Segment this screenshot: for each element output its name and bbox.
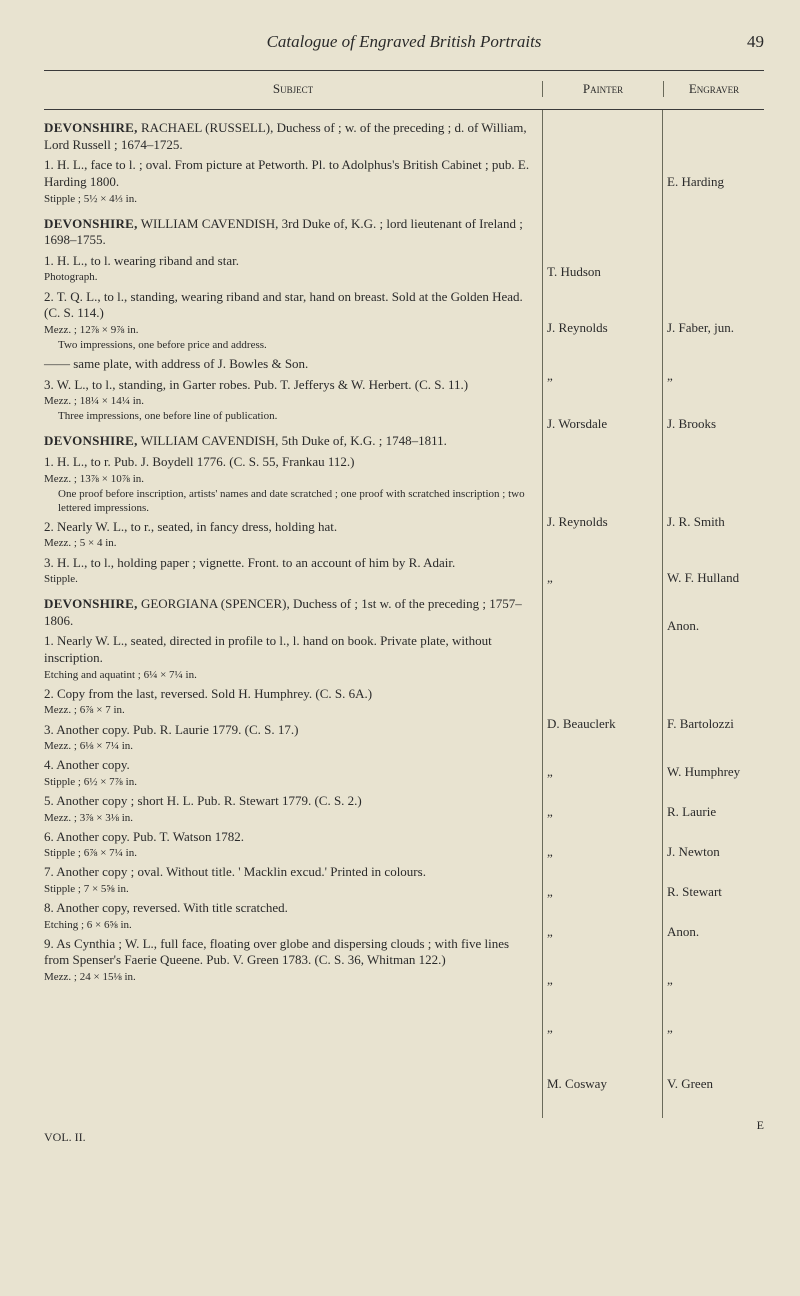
technique-line: Etching and aquatint ; 6¼ × 7¼ in. (44, 668, 534, 682)
engraver-cell: V. Green (667, 1050, 764, 1118)
painter-cell: M. Cosway (547, 1050, 658, 1118)
catalogue-item: 2. Nearly W. L., to r., seated, in fancy… (44, 519, 534, 536)
entry-heading: DEVONSHIRE, RACHAEL (RUSSELL), Duchess o… (44, 120, 534, 153)
entry-heading: DEVONSHIRE, WILLIAM CAVENDISH, 5th Duke … (44, 433, 534, 450)
painter-cell: „ (547, 794, 658, 830)
body-columns: DEVONSHIRE, RACHAEL (RUSSELL), Duchess o… (44, 110, 764, 1118)
engraver-cell: W. F. Hulland (667, 560, 764, 596)
painter-column: T. Hudson J. Reynolds „ J. Worsdale J. Reyno… (542, 110, 662, 1118)
technique-line: Stipple ; 6½ × 7⅞ in. (44, 775, 534, 789)
catalogue-item: 1. Nearly W. L., seated, directed in pro… (44, 633, 534, 666)
page: Catalogue of Engraved British Portraits … (0, 0, 800, 1296)
technique-line: Mezz. ; 6⅞ × 7 in. (44, 703, 534, 717)
technique-line: Mezz. ; 18¼ × 14¼ in. (44, 394, 534, 408)
engraver-cell: J. Faber, jun. (667, 294, 764, 362)
footer-spacer (542, 1130, 662, 1145)
painter-cell: T. Hudson (547, 254, 658, 290)
painter-cell: „ (547, 834, 658, 870)
note-line: Three impressions, one before line of pu… (58, 409, 534, 423)
technique-line: Stipple ; 5½ × 4⅓ in. (44, 192, 534, 206)
painter-cell: J. Reynolds (547, 488, 658, 556)
painter-cell: „ (547, 874, 658, 910)
engraver-cell: J. Brooks (667, 390, 764, 458)
catalogue-item: 1. H. L., face to l. ; oval. From pictur… (44, 157, 534, 190)
technique-line: Mezz. ; 6⅛ × 7¼ in. (44, 739, 534, 753)
engraver-cell (667, 254, 764, 290)
painter-cell: „ (547, 754, 658, 790)
column-headers: Subject Painter Engraver (44, 71, 764, 103)
catalogue-item: 1. H. L., to l. wearing riband and star. (44, 253, 534, 270)
catalogue-item: 7. Another copy ; oval. Without title. '… (44, 864, 534, 881)
engraver-cell: Anon. (667, 914, 764, 950)
engraver-column: E. Harding J. Faber, jun. „ J. Brooks J. R. … (662, 110, 764, 1118)
catalogue-item: 8. Another copy, reversed. With title sc… (44, 900, 534, 917)
catalogue-item: 3. Another copy. Pub. R. Laurie 1779. (C… (44, 722, 534, 739)
technique-line: Mezz. ; 12⅞ × 9⅞ in. (44, 323, 534, 337)
technique-line: Mezz. ; 3⅞ × 3⅛ in. (44, 811, 534, 825)
catalogue-item: —— same plate, with address of J. Bowles… (44, 356, 534, 373)
painter-cell (547, 156, 658, 208)
footer-sig: E (662, 1118, 764, 1145)
engraver-cell: W. Humphrey (667, 754, 764, 790)
catalogue-item: 6. Another copy. Pub. T. Watson 1782. (44, 829, 534, 846)
footer-vol: VOL. II. (44, 1130, 542, 1145)
painter-cell: „ (547, 954, 658, 1006)
engraver-cell: „ (667, 366, 764, 386)
catalogue-item: 3. H. L., to l., holding paper ; vignett… (44, 555, 534, 572)
catalogue-item: 5. Another copy ; short H. L. Pub. R. St… (44, 793, 534, 810)
technique-line: Mezz. ; 13⅞ × 10⅞ in. (44, 472, 534, 486)
note-line: One proof before inscription, artists' n… (58, 487, 534, 515)
technique-line: Etching ; 6 × 6⅝ in. (44, 918, 534, 932)
running-head: Catalogue of Engraved British Portraits (44, 32, 764, 52)
technique-line: Mezz. ; 5 × 4 in. (44, 536, 534, 550)
painter-cell: „ (547, 366, 658, 386)
engraver-cell: „ (667, 1010, 764, 1046)
technique-line: Stipple ; 7 × 5⅝ in. (44, 882, 534, 896)
header-row: Catalogue of Engraved British Portraits … (44, 32, 764, 52)
painter-cell: „ (547, 914, 658, 950)
technique-line: Stipple ; 6⅞ × 7¼ in. (44, 846, 534, 860)
entry-heading: DEVONSHIRE, WILLIAM CAVENDISH, 3rd Duke … (44, 216, 534, 249)
catalogue-item: 1. H. L., to r. Pub. J. Boydell 1776. (C… (44, 454, 534, 471)
catalogue-item: 9. As Cynthia ; W. L., full face, floati… (44, 936, 534, 969)
painter-cell: J. Worsdale (547, 390, 658, 458)
engraver-cell: J. Newton (667, 834, 764, 870)
footer-row: VOL. II. E (44, 1118, 764, 1145)
painter-cell (547, 600, 658, 652)
technique-line: Stipple. (44, 572, 534, 586)
engraver-cell: R. Laurie (667, 794, 764, 830)
catalogue-item: 2. T. Q. L., to l., standing, wearing ri… (44, 289, 534, 322)
painter-cell: „ (547, 1010, 658, 1046)
technique-line: Photograph. (44, 270, 534, 284)
entry-heading: DEVONSHIRE, GEORGIANA (SPENCER), Duchess… (44, 596, 534, 629)
subject-column: DEVONSHIRE, RACHAEL (RUSSELL), Duchess o… (44, 110, 542, 1118)
engraver-cell: J. R. Smith (667, 488, 764, 556)
engraver-cell: F. Bartolozzi (667, 698, 764, 750)
catalogue-item: 2. Copy from the last, reversed. Sold H.… (44, 686, 534, 703)
page-number: 49 (747, 32, 764, 52)
painter-cell: J. Reynolds (547, 294, 658, 362)
technique-line: Mezz. ; 24 × 15⅛ in. (44, 970, 534, 984)
engraver-cell: „ (667, 954, 764, 1006)
painter-cell: D. Beauclerk (547, 698, 658, 750)
painter-cell: „ (547, 560, 658, 596)
catalogue-item: 3. W. L., to l., standing, in Garter rob… (44, 377, 534, 394)
col-subject: Subject (44, 81, 542, 97)
engraver-cell: E. Harding (667, 156, 764, 208)
engraver-cell: Anon. (667, 600, 764, 652)
engraver-cell: R. Stewart (667, 874, 764, 910)
note-line: Two impressions, one before price and ad… (58, 338, 534, 352)
catalogue-item: 4. Another copy. (44, 757, 534, 774)
col-engraver: Engraver (663, 81, 764, 97)
col-painter: Painter (542, 81, 663, 97)
